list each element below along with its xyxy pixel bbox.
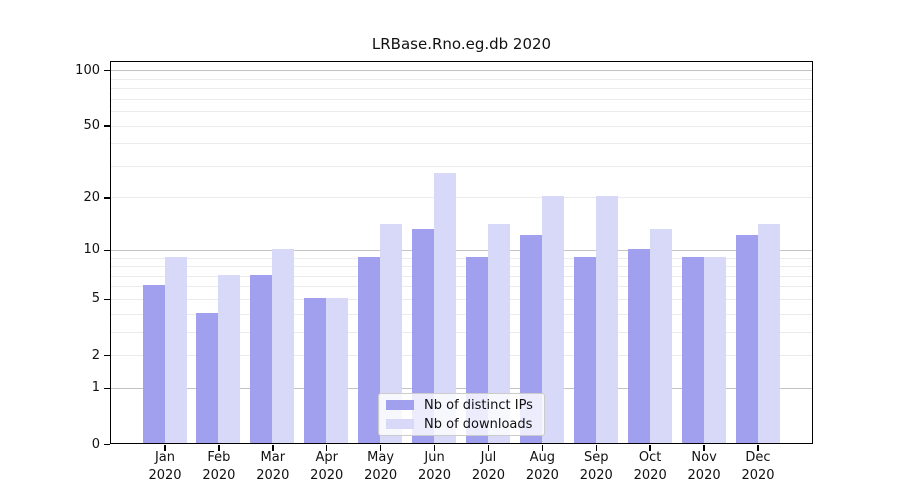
legend-swatch-distinct-ips — [386, 400, 414, 410]
gridline-30 — [111, 165, 812, 167]
legend-item-distinct-ips: Nb of distinct IPs — [386, 397, 537, 413]
x-tick-mark-oct — [649, 444, 651, 451]
y-tick-label-1: 1 — [91, 380, 100, 396]
y-tick-label-10: 10 — [83, 242, 100, 258]
x-tick-mark-apr — [325, 444, 328, 451]
y-tick-mark-1 — [103, 387, 110, 390]
legend-item-downloads: Nb of downloads — [386, 416, 537, 432]
legend-label-downloads: Nb of downloads — [424, 416, 533, 432]
y-tick-mark-10 — [103, 249, 110, 252]
bar-may-ips — [358, 256, 381, 443]
bar-feb-ips — [196, 312, 219, 443]
x-tick-label-sep: Sep 2020 — [579, 450, 613, 483]
y-tick-label-2: 2 — [91, 347, 100, 363]
bar-sep-ips — [573, 256, 596, 443]
bar-jan-downloads — [164, 256, 187, 443]
y-tick-mark-2 — [103, 354, 110, 357]
x-tick-mark-feb — [218, 444, 220, 451]
x-tick-mark-jul — [487, 444, 490, 451]
bar-jul-downloads — [487, 223, 510, 443]
x-tick-mark-dec — [757, 444, 759, 451]
bar-aug-downloads — [541, 196, 564, 443]
bar-may-downloads — [380, 223, 403, 443]
plot-area — [110, 61, 813, 444]
bar-apr-ips — [304, 297, 327, 443]
bar-nov-ips — [681, 256, 704, 443]
bar-aug-ips — [519, 235, 542, 443]
gridline-50 — [111, 125, 812, 127]
y-tick-mark-100 — [103, 69, 110, 72]
bar-jan-ips — [142, 285, 165, 443]
x-tick-label-jun: Jun 2020 — [417, 450, 452, 483]
gridline-70 — [111, 98, 812, 100]
y-tick-label-50: 50 — [83, 118, 100, 134]
gridline-80 — [111, 88, 812, 90]
x-tick-mark-jun — [433, 444, 436, 451]
gridline-40 — [111, 143, 812, 145]
bar-mar-downloads — [272, 248, 295, 443]
x-tick-label-feb: Feb 2020 — [202, 450, 236, 483]
x-tick-mark-sep — [595, 444, 598, 451]
bar-jun-ips — [412, 229, 435, 443]
legend: Nb of distinct IPs Nb of downloads — [378, 393, 545, 436]
chart-title: LRBase.Rno.eg.db 2020 — [371, 35, 552, 53]
y-tick-mark-50 — [103, 125, 110, 127]
y-tick-label-100: 100 — [75, 62, 100, 78]
gridline-2 — [111, 355, 812, 357]
legend-swatch-downloads — [386, 419, 414, 429]
x-tick-mark-mar — [272, 444, 274, 451]
x-tick-mark-jan — [164, 444, 166, 451]
legend-label-distinct-ips: Nb of distinct IPs — [424, 397, 533, 413]
x-tick-label-dec: Dec 2020 — [741, 450, 775, 483]
y-tick-mark-5 — [103, 298, 110, 301]
y-tick-label-20: 20 — [83, 189, 100, 205]
x-tick-label-jan: Jan 2020 — [148, 450, 182, 483]
gridline-90 — [111, 78, 812, 80]
gridline-6 — [111, 286, 812, 288]
x-tick-label-oct: Oct 2020 — [633, 450, 667, 483]
bar-sep-downloads — [595, 196, 618, 443]
gridline-20 — [111, 197, 812, 199]
bar-mar-ips — [250, 274, 273, 443]
x-tick-mark-nov — [703, 444, 705, 451]
gridline-3 — [111, 331, 812, 333]
gridline-1 — [111, 387, 812, 389]
bar-jun-downloads — [434, 173, 457, 443]
bar-oct-downloads — [649, 229, 672, 443]
x-tick-mark-may — [379, 444, 382, 451]
gridline-60 — [111, 111, 812, 113]
x-tick-label-mar: Mar 2020 — [256, 450, 290, 483]
gridline-9 — [111, 257, 812, 259]
y-tick-label-5: 5 — [91, 291, 100, 307]
x-tick-label-jul: Jul 2020 — [471, 450, 505, 483]
bar-feb-downloads — [218, 274, 241, 443]
bar-dec-ips — [735, 235, 758, 443]
y-tick-mark-0 — [103, 443, 110, 446]
gridline-5 — [111, 298, 812, 300]
bar-dec-downloads — [757, 223, 780, 443]
gridline-8 — [111, 266, 812, 268]
y-tick-label-0: 0 — [91, 436, 100, 452]
x-tick-label-may: May 2020 — [364, 450, 398, 483]
bar-apr-downloads — [326, 297, 349, 443]
x-tick-label-apr: Apr 2020 — [310, 450, 344, 483]
x-tick-label-nov: Nov 2020 — [687, 450, 721, 483]
x-tick-mark-aug — [541, 444, 544, 451]
gridline-4 — [111, 313, 812, 315]
gridline-10 — [111, 249, 812, 251]
gridline-100 — [111, 70, 812, 72]
gridline-7 — [111, 275, 812, 277]
x-tick-label-aug: Aug 2020 — [525, 450, 559, 483]
bar-oct-ips — [627, 248, 650, 443]
y-tick-mark-20 — [103, 197, 110, 199]
bar-nov-downloads — [703, 256, 726, 443]
